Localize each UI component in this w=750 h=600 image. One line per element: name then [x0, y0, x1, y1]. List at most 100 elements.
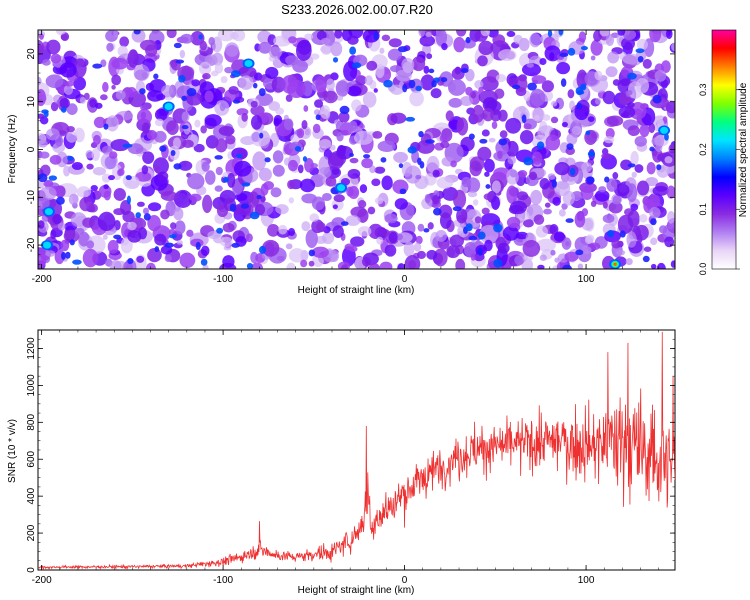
heatmap-cell: [477, 231, 486, 240]
heatmap-cell: [418, 130, 424, 138]
heatmap-cell: [166, 120, 179, 136]
heatmap-cell: [304, 33, 314, 41]
heatmap-cell: [390, 112, 407, 124]
heatmap-cell: [506, 185, 518, 204]
heatmap-cell: [68, 193, 79, 206]
x-tick-label: -200: [32, 274, 52, 285]
heatmap-cell: [379, 261, 393, 269]
heatmap-cell: [38, 76, 42, 86]
heatmap-cell: [85, 150, 94, 159]
heatmap-cell: [380, 157, 387, 163]
heatmap-cell: [195, 241, 201, 251]
heatmap-cell: [521, 63, 542, 77]
heatmap-cell: [415, 85, 422, 92]
heatmap-cell: [59, 97, 70, 109]
heatmap-cell: [67, 155, 74, 161]
heatmap-cell: [549, 52, 555, 61]
heatmap-cell: [166, 30, 177, 39]
heatmap-cell: [461, 39, 476, 49]
heatmap-cell: [139, 88, 146, 95]
heatmap-cell: [478, 40, 494, 56]
heatmap-cell: [122, 143, 133, 148]
heatmap-cell: [127, 230, 142, 243]
heatmap-cell: [146, 129, 158, 140]
heatmap-cell: [314, 99, 324, 108]
heatmap-cell: [349, 157, 359, 164]
heatmap-cell: [354, 130, 374, 145]
heatmap-cell: [594, 97, 601, 105]
heatmap-cell: [477, 146, 492, 161]
heatmap-cell: [325, 78, 335, 92]
heatmap-cell: [453, 36, 466, 53]
heatmap-cell: [619, 230, 626, 238]
heatmap-cell: [323, 90, 338, 104]
heatmap-cell: [493, 258, 503, 268]
heatmap-cell: [539, 58, 547, 66]
heatmap-cell: [636, 38, 648, 51]
heatmap-y-ticks: -20 -10 0 10 20: [26, 34, 675, 265]
heatmap-cell: [312, 123, 321, 134]
heatmap-cell: [441, 42, 448, 51]
heatmap-cell: [537, 264, 545, 269]
heatmap-cell: [470, 253, 476, 261]
heatmap-cell: [469, 160, 482, 177]
heatmap-cell: [301, 119, 308, 130]
heatmap-cell: [551, 100, 558, 107]
heatmap-cell: [65, 251, 71, 259]
heatmap-cell: [173, 189, 193, 208]
heatmap-cell: [549, 224, 559, 235]
heatmap-cell: [646, 162, 656, 175]
heatmap-cell: [154, 246, 160, 253]
heatmap-cell: [625, 89, 633, 96]
heatmap-cell: [371, 178, 381, 187]
heatmap-cell: [117, 168, 125, 176]
heatmap-cell: [127, 49, 139, 68]
heatmap-cell: [225, 42, 239, 57]
heatmap-cell: [593, 30, 602, 42]
heatmap-cell: [173, 207, 184, 221]
heatmap-cell: [224, 66, 234, 74]
heatmap-cell: [164, 242, 175, 248]
heatmap-cell: [426, 155, 440, 174]
heatmap-cell: [506, 216, 521, 229]
heatmap-cell: [90, 185, 98, 192]
heatmap-cell: [261, 239, 280, 257]
heatmap-hotspot: [44, 208, 53, 216]
colorbar: 0.0 0.1 0.2 0.3 Normalized spectral amplitu…: [698, 29, 749, 275]
snr-x-axis-label: Height of straight line (km): [298, 585, 415, 596]
heatmap-cell: [664, 236, 675, 248]
heatmap-cell: [72, 58, 87, 79]
heatmap-cell: [531, 75, 547, 84]
heatmap-cell: [587, 116, 595, 122]
heatmap-cell: [124, 180, 139, 190]
heatmap-cell: [367, 206, 376, 215]
colorbar-label: Normalized spectral amplitude: [738, 82, 749, 217]
heatmap-cell: [154, 165, 161, 174]
heatmap-cell: [445, 110, 454, 122]
y-tick-label: 1200: [26, 337, 37, 360]
heatmap-cell: [275, 107, 285, 115]
heatmap-cell: [350, 236, 365, 247]
heatmap-cell: [566, 143, 574, 150]
heatmap-cell: [411, 56, 426, 72]
heatmap-cell: [581, 162, 592, 173]
heatmap-cell: [340, 264, 349, 269]
snr-panel: -200 -100 0 100 0 200 400 600 800 1000 1200 Heigh…: [7, 329, 676, 596]
heatmap-cell: [157, 171, 169, 181]
heatmap-cell: [484, 158, 495, 173]
heatmap-cell: [377, 140, 396, 153]
heatmap-cell: [174, 220, 186, 235]
heatmap-cell: [46, 39, 61, 55]
heatmap-cell: [643, 246, 652, 252]
heatmap-cell: [265, 66, 279, 79]
heatmap-cell: [556, 61, 571, 75]
heatmap-cell: [69, 239, 75, 246]
x-tick-label: 100: [578, 274, 595, 285]
heatmap-cell: [311, 246, 329, 258]
heatmap-cell: [43, 179, 54, 188]
heatmap-cell: [92, 167, 107, 176]
heatmap-cell: [146, 262, 156, 269]
heatmap-cell: [86, 240, 95, 249]
heatmap-cell: [272, 150, 284, 164]
heatmap-cell: [606, 178, 618, 192]
